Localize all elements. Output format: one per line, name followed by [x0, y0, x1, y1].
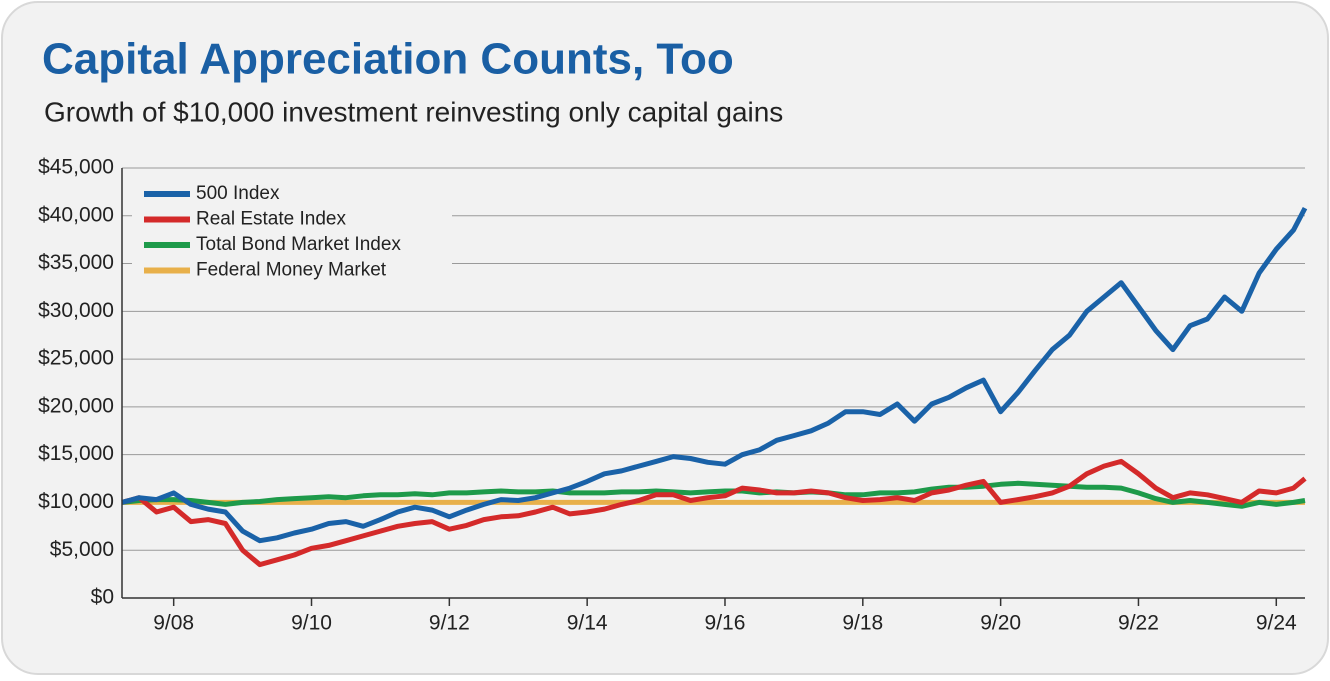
y-tick-label: $30,000: [38, 299, 114, 322]
y-tick-label: $15,000: [38, 442, 114, 465]
y-tick-label: $40,000: [38, 203, 114, 226]
x-tick-label: 9/10: [291, 612, 332, 635]
y-tick-label: $10,000: [38, 490, 114, 513]
x-tick-label: 9/16: [705, 612, 746, 635]
legend-label: 500 Index: [196, 183, 280, 204]
y-tick-label: $45,000: [38, 156, 114, 179]
series-line: [121, 206, 1308, 544]
x-tick-label: 9/14: [567, 612, 608, 635]
x-tick-label: 9/20: [980, 612, 1021, 635]
legend-label: Federal Money Market: [196, 260, 387, 281]
y-tick-label: $25,000: [38, 347, 114, 370]
y-tick-label: $5,000: [50, 538, 114, 561]
y-tick-label: $0: [91, 586, 114, 609]
chart-subtitle: Growth of $10,000 investment reinvesting…: [44, 96, 783, 127]
legend-label: Total Bond Market Index: [196, 234, 401, 255]
x-tick-label: 9/12: [429, 612, 470, 635]
chart-title: Capital Appreciation Counts, Too: [42, 35, 734, 84]
y-tick-label: $20,000: [38, 394, 114, 417]
x-tick-label: 9/08: [153, 612, 194, 635]
series-line: [121, 458, 1307, 568]
series-line: [121, 480, 1306, 509]
x-tick-label: 9/22: [1118, 612, 1159, 635]
y-tick-label: $35,000: [38, 251, 114, 274]
legend-label: Real Estate Index: [196, 209, 346, 230]
x-tick-label: 9/24: [1256, 612, 1297, 635]
x-tick-label: 9/18: [842, 612, 883, 635]
